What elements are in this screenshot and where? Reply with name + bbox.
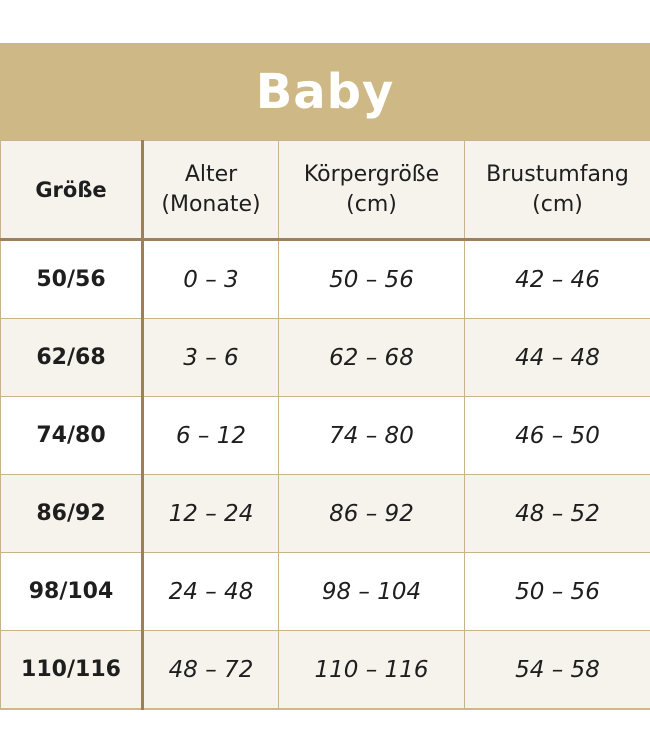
header-groesse: Größe (0, 140, 144, 241)
size-table: Größe Alter (Monate) Körpergröße (cm) Brus… (0, 140, 650, 710)
height-cell: 86 – 92 (278, 474, 465, 553)
age-cell: 3 – 6 (142, 318, 279, 397)
header-brustumfang: Brustumfang (cm) (464, 140, 650, 241)
age-cell: 24 – 48 (142, 552, 279, 631)
age-cell: 0 – 3 (142, 239, 279, 319)
age-cell: 6 – 12 (142, 396, 279, 475)
size-cell: 62/68 (0, 318, 144, 397)
title-band: Baby (0, 43, 650, 140)
height-cell: 74 – 80 (278, 396, 465, 475)
chest-cell: 42 – 46 (464, 239, 650, 319)
table-row: 62/68 3 – 6 62 – 68 44 – 48 (0, 318, 650, 397)
table-row: 74/80 6 – 12 74 – 80 46 – 50 (0, 396, 650, 475)
size-cell: 86/92 (0, 474, 144, 553)
header-unit: (Monate) (161, 191, 261, 217)
header-label: Größe (35, 177, 107, 202)
age-cell: 12 – 24 (142, 474, 279, 553)
height-cell: 50 – 56 (278, 239, 465, 319)
chest-cell: 54 – 58 (464, 630, 650, 710)
table-row: 98/104 24 – 48 98 – 104 50 – 56 (0, 552, 650, 631)
header-unit: (cm) (346, 191, 397, 217)
size-cell: 98/104 (0, 552, 144, 631)
table-row: 50/56 0 – 3 50 – 56 42 – 46 (0, 239, 650, 319)
size-cell: 74/80 (0, 396, 144, 475)
table-row: 110/116 48 – 72 110 – 116 54 – 58 (0, 630, 650, 710)
header-label: Alter (184, 161, 238, 187)
header-alter: Alter (Monate) (142, 140, 279, 241)
table-title: Baby (255, 63, 395, 120)
size-cell: 50/56 (0, 239, 144, 319)
chest-cell: 46 – 50 (464, 396, 650, 475)
header-label: Brustumfang (486, 161, 629, 187)
header-koerpergroesse: Körpergröße (cm) (278, 140, 465, 241)
chest-cell: 48 – 52 (464, 474, 650, 553)
table-row: 86/92 12 – 24 86 – 92 48 – 52 (0, 474, 650, 553)
height-cell: 62 – 68 (278, 318, 465, 397)
header-unit: (cm) (532, 191, 583, 217)
chest-cell: 50 – 56 (464, 552, 650, 631)
height-cell: 110 – 116 (278, 630, 465, 710)
header-label: Körpergröße (303, 161, 440, 187)
age-cell: 48 – 72 (142, 630, 279, 710)
size-cell: 110/116 (0, 630, 144, 710)
header-row: Größe Alter (Monate) Körpergröße (cm) Brus… (0, 140, 650, 241)
height-cell: 98 – 104 (278, 552, 465, 631)
chest-cell: 44 – 48 (464, 318, 650, 397)
